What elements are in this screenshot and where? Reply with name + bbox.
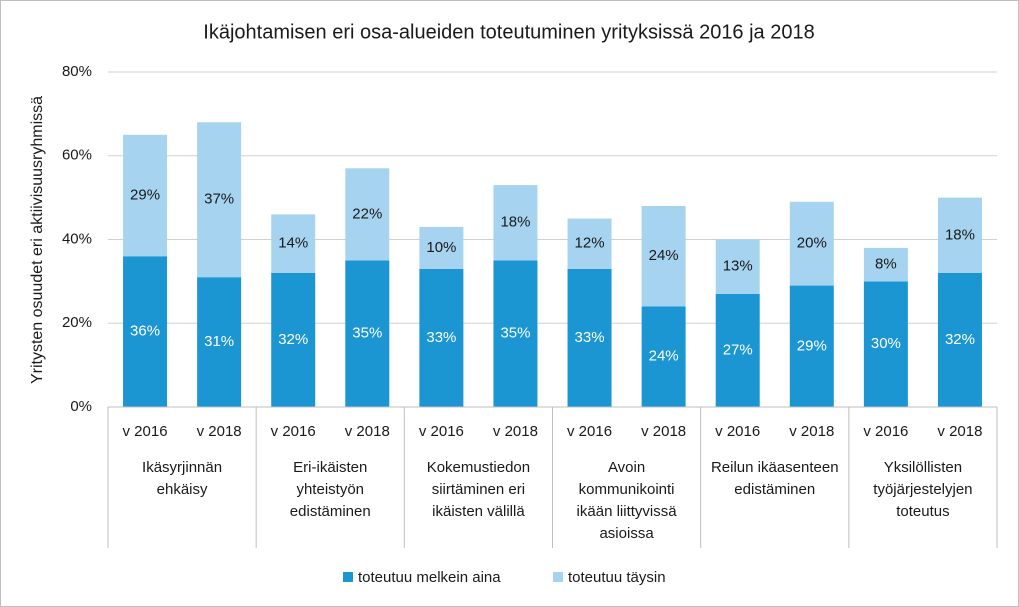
x-tick-label: v 2016	[419, 423, 464, 440]
legend-swatch	[343, 572, 353, 582]
bar-segment	[493, 260, 538, 407]
group-label: edistäminen	[734, 481, 815, 498]
data-label: 35%	[500, 325, 530, 342]
data-label: 35%	[352, 325, 382, 342]
bar-segment	[715, 239, 760, 294]
data-label: 29%	[130, 187, 160, 204]
y-axis-label: Yritysten osuudet eri aktiivisuusryhmiss…	[29, 96, 46, 384]
group-label: toteutus	[896, 503, 949, 520]
bar-segment	[715, 293, 760, 407]
data-label: 33%	[426, 329, 456, 346]
x-tick-label: v 2016	[715, 423, 760, 440]
bar-segment	[567, 268, 612, 407]
group-label: Eri-ikäisten	[293, 459, 367, 476]
x-tick-label: v 2018	[789, 423, 834, 440]
x-tick-label: v 2018	[197, 423, 242, 440]
bar-segment	[197, 277, 242, 407]
data-label: 22%	[352, 205, 382, 222]
group-label: työjärjestelyjen	[873, 481, 972, 498]
data-label: 37%	[204, 191, 234, 208]
group-label: Reilun ikäasenteen	[711, 459, 839, 476]
data-label: 29%	[797, 337, 827, 354]
data-label: 14%	[278, 235, 308, 252]
bar-segment	[567, 218, 612, 269]
y-tick-label: 0%	[70, 398, 92, 415]
bar-segment	[345, 260, 390, 407]
y-tick-label: 60%	[62, 147, 92, 164]
data-label: 12%	[575, 235, 605, 252]
bar-segment	[419, 268, 464, 407]
data-label: 13%	[723, 258, 753, 275]
data-label: 18%	[500, 214, 530, 231]
bar-segment	[271, 273, 316, 407]
group-label: ehkäisy	[157, 481, 208, 498]
bar-segment	[789, 285, 834, 407]
bar-segment	[863, 247, 908, 282]
bar-segment	[271, 214, 316, 273]
group-label: Avoin	[608, 459, 645, 476]
bar-segment	[641, 306, 686, 407]
data-label: 33%	[575, 329, 605, 346]
data-label: 30%	[871, 335, 901, 352]
legend-label: toteutuu melkein aina	[358, 569, 501, 586]
bar-segment	[493, 185, 538, 261]
data-label: 18%	[945, 226, 975, 243]
data-label: 8%	[875, 256, 897, 273]
bar-segment	[863, 281, 908, 407]
bar-segment	[937, 273, 982, 407]
x-tick-label: v 2016	[271, 423, 316, 440]
bar-segment	[123, 134, 168, 257]
group-label: ikäisten välillä	[432, 503, 525, 520]
chart-title: Ikäjohtamisen eri osa-alueiden toteutumi…	[203, 21, 814, 43]
x-tick-label: v 2018	[641, 423, 686, 440]
x-tick-label: v 2016	[863, 423, 908, 440]
bar-segment	[937, 197, 982, 273]
group-label: Yksilöllisten	[884, 459, 962, 476]
data-label: 20%	[797, 235, 827, 252]
data-label: 24%	[649, 247, 679, 264]
group-label: yhteistyön	[296, 481, 364, 498]
group-label: asioissa	[599, 525, 654, 542]
data-label: 31%	[204, 333, 234, 350]
x-tick-label: v 2016	[123, 423, 168, 440]
x-tick-label: v 2016	[567, 423, 612, 440]
data-label: 10%	[426, 239, 456, 256]
data-label: 24%	[649, 348, 679, 365]
legend-swatch	[553, 572, 563, 582]
x-tick-label: v 2018	[937, 423, 982, 440]
legend-label: toteutuu täysin	[568, 569, 666, 586]
data-label: 32%	[945, 331, 975, 348]
x-tick-label: v 2018	[493, 423, 538, 440]
y-tick-label: 20%	[62, 314, 92, 331]
group-label: edistäminen	[290, 503, 371, 520]
group-label: ikään liittyvissä	[577, 503, 678, 520]
bar-segment	[419, 226, 464, 269]
data-label: 36%	[130, 323, 160, 340]
group-label: Ikäsyrjinnän	[142, 459, 222, 476]
bar-segment	[345, 168, 390, 261]
bar-segment	[641, 206, 686, 307]
data-label: 32%	[278, 331, 308, 348]
group-label: kommunikointi	[579, 481, 675, 498]
bar-segment	[123, 256, 168, 407]
data-label: 27%	[723, 341, 753, 358]
y-tick-label: 40%	[62, 230, 92, 247]
x-tick-label: v 2018	[345, 423, 390, 440]
bar-segment	[789, 201, 834, 286]
y-tick-label: 80%	[62, 63, 92, 80]
group-label: Kokemustiedon	[427, 459, 530, 476]
group-label: siirtäminen eri	[432, 481, 525, 498]
bar-segment	[197, 122, 242, 278]
